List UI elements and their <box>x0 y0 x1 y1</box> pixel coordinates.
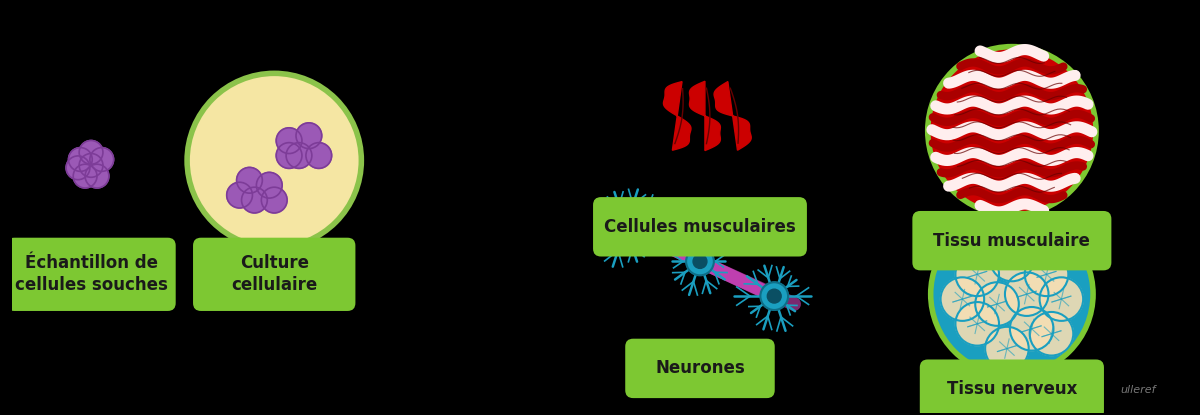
FancyBboxPatch shape <box>593 197 806 256</box>
Circle shape <box>236 167 263 193</box>
Circle shape <box>276 143 302 168</box>
Ellipse shape <box>187 73 361 248</box>
Circle shape <box>985 327 1028 370</box>
Circle shape <box>619 220 632 234</box>
Circle shape <box>694 254 707 269</box>
Circle shape <box>79 140 103 164</box>
Circle shape <box>306 143 331 168</box>
Circle shape <box>1039 277 1084 321</box>
Circle shape <box>90 148 114 171</box>
FancyBboxPatch shape <box>193 238 355 311</box>
Circle shape <box>257 172 282 198</box>
Circle shape <box>241 187 268 213</box>
Circle shape <box>276 128 302 154</box>
Circle shape <box>990 238 1033 281</box>
FancyBboxPatch shape <box>6 238 175 311</box>
Circle shape <box>68 148 92 171</box>
Circle shape <box>227 182 252 208</box>
Text: Neurones: Neurones <box>655 359 745 377</box>
FancyBboxPatch shape <box>625 339 775 398</box>
FancyBboxPatch shape <box>912 211 1111 271</box>
Circle shape <box>612 213 640 241</box>
Circle shape <box>286 143 312 168</box>
Circle shape <box>955 253 1000 296</box>
Text: Échantillon de
cellules souches: Échantillon de cellules souches <box>14 254 168 294</box>
Circle shape <box>686 248 714 275</box>
Text: Tissu nerveux: Tissu nerveux <box>947 380 1078 398</box>
Circle shape <box>262 187 287 213</box>
Polygon shape <box>690 81 720 151</box>
Circle shape <box>1010 307 1054 351</box>
FancyBboxPatch shape <box>919 359 1104 415</box>
Text: Culture
cellulaire: Culture cellulaire <box>232 254 317 294</box>
Circle shape <box>955 302 1000 346</box>
Circle shape <box>66 156 90 180</box>
Circle shape <box>1030 312 1073 356</box>
Circle shape <box>931 213 1093 375</box>
Circle shape <box>1025 253 1068 296</box>
Text: Cellules musculaires: Cellules musculaires <box>604 218 796 236</box>
Circle shape <box>79 154 103 177</box>
Circle shape <box>767 289 781 303</box>
Circle shape <box>761 282 788 310</box>
Circle shape <box>928 46 1096 215</box>
Text: ulleref: ulleref <box>1120 385 1156 395</box>
Circle shape <box>85 164 109 188</box>
Polygon shape <box>714 82 751 150</box>
Text: Tissu musculaire: Tissu musculaire <box>934 232 1091 250</box>
Circle shape <box>976 282 1019 326</box>
Circle shape <box>73 164 97 188</box>
Circle shape <box>1004 272 1049 316</box>
Circle shape <box>296 123 322 149</box>
Polygon shape <box>664 82 691 150</box>
Circle shape <box>941 277 984 321</box>
